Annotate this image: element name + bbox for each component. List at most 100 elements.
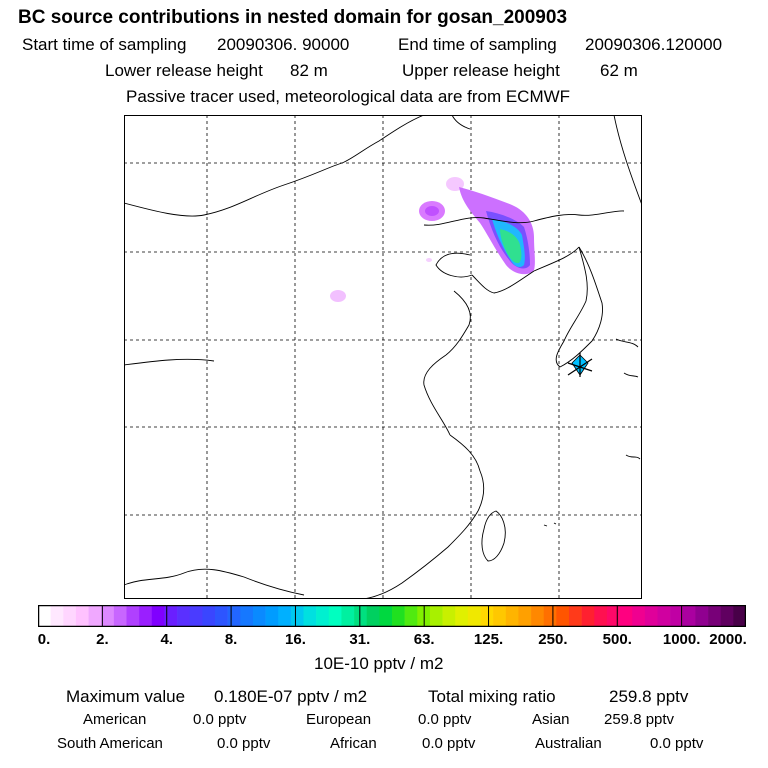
lower-height-value: 82 m — [290, 61, 328, 80]
tracer-note: Passive tracer used, meteorological data… — [126, 87, 571, 106]
colorbar-swatch — [177, 605, 191, 627]
taiwan-outline — [481, 510, 506, 562]
colorbar-swatch — [657, 605, 671, 627]
region-name-american: American — [83, 711, 147, 728]
colorbar-swatch — [594, 605, 608, 627]
colorbar-tick-label: 500. — [602, 631, 632, 648]
max-value-label: Maximum value — [66, 687, 186, 706]
colorbar-swatch — [240, 605, 254, 627]
colorbar-swatch — [619, 605, 633, 627]
colorbar-swatch — [366, 605, 380, 627]
colorbar-swatch — [644, 605, 658, 627]
colorbar-swatch — [505, 605, 519, 627]
colorbar-swatch — [467, 605, 481, 627]
max-value: 0.180E-07 pptv / m2 — [214, 687, 368, 706]
colorbar-tick-label: 63. — [413, 631, 435, 648]
upper-height-value: 62 m — [600, 61, 638, 80]
region-value-asian: 259.8 pptv — [604, 711, 675, 728]
colorbar-swatch — [695, 605, 709, 627]
colorbar-swatch — [227, 605, 241, 627]
colorbar-swatch — [682, 605, 696, 627]
colorbar-swatch — [316, 605, 330, 627]
lower-height-label: Lower release height — [105, 61, 263, 80]
plot-title: BC source contributions in nested domain… — [18, 7, 568, 28]
colorbar-tick-label: 2000. — [709, 631, 747, 648]
end-time-value: 20090306.120000 — [585, 35, 723, 54]
map-panel — [124, 115, 642, 599]
coastline — [124, 115, 625, 599]
colorbar-tick-label: 4. — [160, 631, 173, 648]
colorbar-swatch — [442, 605, 456, 627]
colorbar-tick-label: 31. — [349, 631, 371, 648]
colorbar-tick-label: 0. — [37, 631, 51, 648]
colorbar-swatch — [556, 605, 570, 627]
colorbar-swatch — [50, 605, 64, 627]
region-name-south-american: South American — [57, 735, 163, 752]
colorbar-tick-label: 2. — [96, 631, 109, 648]
region-name-asian: Asian — [532, 711, 570, 728]
colorbar-swatch — [392, 605, 405, 627]
colorbar-swatch — [101, 605, 115, 627]
colorbar-swatch — [88, 605, 102, 627]
colorbar-swatch — [202, 605, 216, 627]
receptor-marker — [567, 353, 593, 377]
colorbar-swatch — [493, 605, 507, 627]
colorbar-swatch — [113, 605, 127, 627]
region-value-american: 0.0 pptv — [193, 711, 247, 728]
colorbar-swatch — [543, 605, 557, 627]
total-mixing-value: 259.8 pptv — [609, 687, 689, 706]
region-value-african: 0.0 pptv — [422, 735, 476, 752]
region-name-european: European — [306, 711, 372, 728]
total-mixing-label: Total mixing ratio — [428, 687, 556, 706]
start-time-label: Start time of sampling — [22, 35, 187, 54]
colorbar-swatch — [164, 605, 178, 627]
colorbar-swatch — [379, 605, 393, 627]
colorbar-frame — [38, 605, 746, 627]
upper-height-label: Upper release height — [402, 61, 560, 80]
colorbar-swatch — [632, 605, 646, 627]
colorbar-unit: 10E-10 pptv / m2 — [314, 654, 444, 673]
colorbar-swatch — [518, 605, 532, 627]
colorbar-swatch — [151, 605, 165, 627]
colorbar-tick-label: 1000. — [662, 631, 701, 648]
colorbar-swatch — [139, 605, 153, 627]
map-grid — [124, 115, 642, 599]
colorbar-tick-label: 250. — [538, 631, 568, 648]
colorbar-tick-label: 8. — [224, 631, 238, 648]
colorbar-swatch — [63, 605, 77, 627]
colorbar-swatch — [252, 605, 266, 627]
region-name-australian: Australian — [535, 735, 602, 752]
colorbar-swatch — [354, 605, 368, 627]
colorbar-swatch — [480, 605, 494, 627]
colorbar-tick-label: 16. — [285, 631, 306, 648]
colorbar-swatch — [265, 605, 279, 627]
colorbar-swatch — [733, 605, 746, 627]
colorbar-swatch — [606, 605, 620, 627]
region-value-european: 0.0 pptv — [418, 711, 472, 728]
end-time-label: End time of sampling — [398, 35, 557, 54]
colorbar-swatch — [720, 605, 734, 627]
concentration-plume — [330, 177, 535, 302]
colorbar-swatch — [290, 605, 304, 627]
colorbar-swatch — [215, 605, 228, 627]
colorbar-swatch — [455, 605, 469, 627]
colorbar-swatch — [708, 605, 722, 627]
colorbar-swatch — [303, 605, 317, 627]
region-value-south-american: 0.0 pptv — [217, 735, 271, 752]
colorbar-tick-label: 125. — [473, 631, 504, 648]
colorbar-swatch — [569, 605, 582, 627]
colorbar-swatch — [404, 605, 418, 627]
colorbar-swatch — [75, 605, 89, 627]
colorbar-swatch — [341, 605, 355, 627]
colorbar-swatch — [278, 605, 292, 627]
colorbar-swatch — [189, 605, 203, 627]
colorbar-swatch — [531, 605, 545, 627]
start-time-value: 20090306. 90000 — [217, 35, 350, 54]
japan-islands — [543, 115, 642, 527]
colorbar-swatch — [429, 605, 443, 627]
colorbar-swatch — [126, 605, 140, 627]
colorbar-swatch — [670, 605, 684, 627]
colorbar-swatch — [328, 605, 342, 627]
region-name-african: African — [330, 735, 377, 752]
colorbar-swatch — [581, 605, 595, 627]
